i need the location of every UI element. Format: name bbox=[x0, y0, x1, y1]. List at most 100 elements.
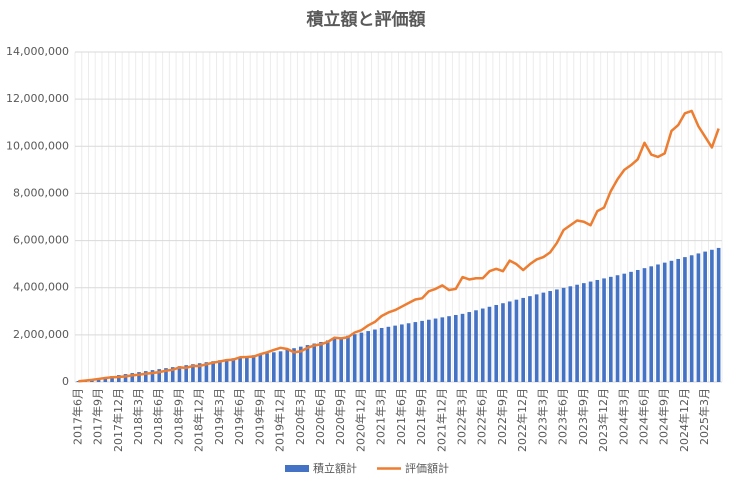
bar bbox=[595, 279, 600, 382]
bar bbox=[440, 317, 445, 382]
bar bbox=[298, 346, 303, 382]
y-tick-label: 14,000,000 bbox=[6, 45, 69, 58]
bar bbox=[339, 337, 344, 382]
bar bbox=[103, 377, 108, 382]
bar bbox=[689, 255, 694, 382]
bar bbox=[582, 283, 586, 382]
bar bbox=[703, 251, 707, 382]
bar bbox=[184, 365, 189, 382]
x-tick-label: 2022年6月 bbox=[475, 388, 489, 445]
bar bbox=[305, 345, 310, 382]
legend-swatch bbox=[285, 465, 309, 472]
bar bbox=[615, 275, 620, 382]
bar bbox=[393, 325, 397, 382]
bar bbox=[568, 286, 573, 382]
x-tick-label: 2020年3月 bbox=[293, 388, 307, 445]
bar bbox=[218, 360, 222, 382]
bar bbox=[352, 334, 357, 382]
bar bbox=[143, 371, 148, 382]
bar bbox=[204, 362, 209, 382]
bar bbox=[642, 268, 647, 382]
bar bbox=[379, 327, 384, 382]
y-tick-label: 12,000,000 bbox=[6, 92, 69, 105]
bar bbox=[662, 262, 667, 382]
bar bbox=[420, 320, 424, 382]
x-tick-label: 2019年3月 bbox=[212, 388, 226, 445]
x-tick-label: 2019年12月 bbox=[273, 388, 287, 452]
x-tick-label: 2019年6月 bbox=[232, 388, 246, 445]
x-tick-label: 2020年12月 bbox=[353, 388, 367, 452]
x-tick-label: 2020年9月 bbox=[333, 388, 347, 445]
bar bbox=[386, 326, 391, 382]
bar bbox=[501, 303, 505, 382]
legend-label: 積立額計 bbox=[313, 461, 357, 475]
line bbox=[78, 109, 720, 383]
bar bbox=[514, 299, 519, 382]
bar bbox=[467, 312, 472, 382]
bar bbox=[427, 319, 431, 382]
bar bbox=[413, 322, 418, 382]
x-tick-label: 2021年12月 bbox=[434, 388, 448, 452]
bar bbox=[669, 260, 674, 382]
x-tick-label: 2018年6月 bbox=[151, 388, 165, 445]
bar bbox=[710, 249, 714, 382]
bar bbox=[656, 264, 660, 382]
bar bbox=[116, 375, 121, 382]
bar bbox=[541, 292, 546, 382]
bar bbox=[635, 269, 640, 382]
bar bbox=[191, 364, 195, 382]
bar bbox=[622, 273, 627, 382]
bar bbox=[602, 278, 606, 382]
x-tick-label: 2023年12月 bbox=[596, 388, 610, 452]
bar bbox=[373, 329, 377, 382]
x-tick-label: 2021年9月 bbox=[414, 388, 428, 445]
bar bbox=[676, 258, 681, 382]
x-tick-label: 2024年3月 bbox=[616, 388, 630, 445]
bar bbox=[265, 353, 269, 382]
bar bbox=[312, 343, 317, 382]
bar bbox=[447, 316, 451, 382]
bar bbox=[683, 257, 687, 382]
x-tick-label: 2018年3月 bbox=[131, 388, 145, 445]
bar bbox=[629, 271, 633, 382]
bar bbox=[433, 318, 438, 382]
x-tick-label: 2024年9月 bbox=[657, 388, 671, 445]
bar bbox=[319, 341, 323, 382]
bar bbox=[588, 281, 593, 382]
bar bbox=[555, 289, 559, 382]
x-tick-label: 2024年12月 bbox=[677, 388, 691, 452]
x-tick-label: 2022年12月 bbox=[515, 388, 529, 452]
y-tick-label: 4,000,000 bbox=[13, 281, 69, 294]
bar bbox=[359, 332, 364, 382]
bar bbox=[649, 266, 654, 382]
bar bbox=[366, 331, 370, 382]
x-tick-label: 2017年12月 bbox=[111, 388, 125, 452]
bar bbox=[130, 373, 135, 382]
bar bbox=[271, 352, 276, 382]
bar bbox=[453, 315, 458, 382]
bar bbox=[170, 367, 175, 382]
x-tick-label: 2023年6月 bbox=[556, 388, 570, 445]
bar bbox=[285, 349, 290, 382]
bar bbox=[575, 284, 579, 382]
legend-label: 評価額計 bbox=[405, 461, 449, 475]
bar bbox=[278, 351, 283, 382]
bar bbox=[460, 313, 465, 382]
bar bbox=[231, 358, 236, 382]
bar bbox=[164, 368, 168, 382]
bar bbox=[76, 381, 81, 382]
bar bbox=[332, 338, 337, 382]
bar bbox=[507, 301, 512, 382]
bar bbox=[245, 356, 249, 382]
x-tick-label: 2021年3月 bbox=[374, 388, 388, 445]
bar bbox=[487, 306, 492, 382]
x-tick-label: 2022年3月 bbox=[455, 388, 469, 445]
bar bbox=[258, 354, 263, 382]
x-tick-label: 2019年9月 bbox=[252, 388, 266, 445]
x-tick-label: 2022年9月 bbox=[495, 388, 509, 445]
x-tick-label: 2017年6月 bbox=[70, 388, 84, 445]
bar bbox=[400, 324, 404, 382]
bar bbox=[528, 296, 532, 382]
bar bbox=[137, 372, 141, 382]
bar bbox=[110, 376, 114, 382]
